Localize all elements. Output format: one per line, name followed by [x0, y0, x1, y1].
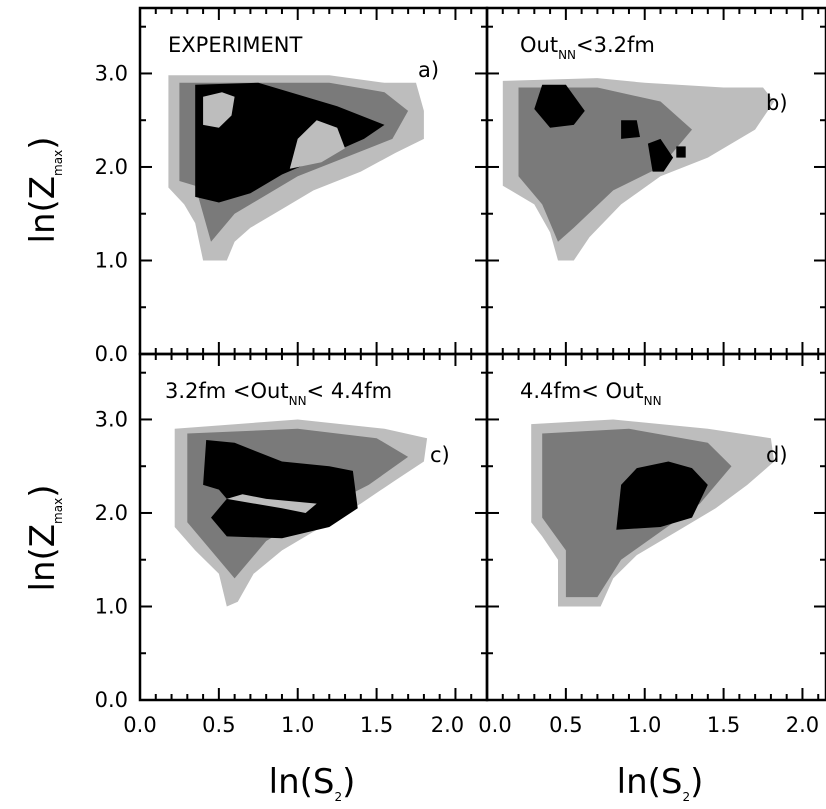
x-axis-title: ln(S2) — [617, 762, 704, 804]
y-axis-title-sub: max — [51, 150, 65, 176]
x-tick-label: 1.5 — [360, 713, 393, 737]
x-tick-label: 2.0 — [786, 713, 819, 737]
density-high-region — [616, 461, 708, 530]
density-hole — [226, 494, 317, 513]
y-axis-title: ln(Zmax) — [23, 485, 65, 592]
x-tick-label: 0.0 — [123, 713, 156, 737]
x-tick-label: 2.0 — [431, 713, 464, 737]
density-hole — [203, 92, 235, 128]
panel-a-label: EXPERIMENT — [168, 33, 302, 57]
panel-frame — [485, 352, 826, 702]
panel-b-density — [502, 78, 775, 261]
y-tick-label: 3.0 — [95, 61, 128, 85]
x-tick-label: 0.5 — [202, 713, 235, 737]
panel-b-letter: b) — [766, 91, 788, 115]
x-tick-label: 0.0 — [478, 713, 511, 737]
panel-a-letter: a) — [418, 58, 439, 82]
x-tick-label: 0.5 — [549, 713, 582, 737]
x-tick-label: 1.0 — [628, 713, 661, 737]
axes-layer: 0.0 1.0 2.0 3.0 0.0 1.0 2.0 3.0 0.0 0.5 1.0 1.5 2.0 0… — [95, 6, 826, 737]
panel-d-letter: d) — [766, 443, 788, 467]
panel-d-density — [531, 419, 775, 607]
density-high-region — [195, 82, 385, 203]
x-axis-title: ln(S2) — [269, 762, 356, 804]
panel-d-label: 4.4fm< OutNN — [520, 379, 662, 408]
density-high-region — [534, 84, 585, 128]
panel-c-density — [174, 419, 428, 607]
y-tick-label: 3.0 — [95, 407, 128, 431]
y-tick-label: 1.0 — [95, 594, 128, 618]
y-tick-label: 2.0 — [95, 501, 128, 525]
panel-a-density — [168, 75, 424, 261]
y-axis-title-top: ln(Zmax) — [23, 137, 65, 244]
x-tick-label: 1.5 — [707, 713, 740, 737]
y-axis-title: ln(Zmax) — [23, 137, 65, 244]
density-high-region — [203, 440, 358, 539]
density-high-blob — [676, 146, 686, 158]
x-axis-title-left: ln(S2) — [269, 762, 356, 804]
y-tick-label: 0.0 — [95, 688, 128, 712]
density-hole — [289, 120, 345, 169]
panel-c-letter: c) — [430, 443, 450, 467]
density-high-blob — [621, 120, 640, 139]
panels-layer — [168, 75, 775, 607]
x-axis-title-right: ln(S2) — [617, 762, 704, 804]
panel-b-label: OutNN<3.2fm — [520, 33, 655, 62]
y-tick-label: 0.0 — [95, 342, 128, 366]
y-tick-label: 1.0 — [95, 248, 128, 272]
density-high-blob — [647, 138, 674, 172]
y-tick-label: 2.0 — [95, 155, 128, 179]
x-tick-label: 1.0 — [281, 713, 314, 737]
panel-c-label: 3.2fm <OutNN< 4.4fm — [165, 379, 392, 408]
y-axis-title-bottom: ln(Zmax) — [23, 485, 65, 592]
